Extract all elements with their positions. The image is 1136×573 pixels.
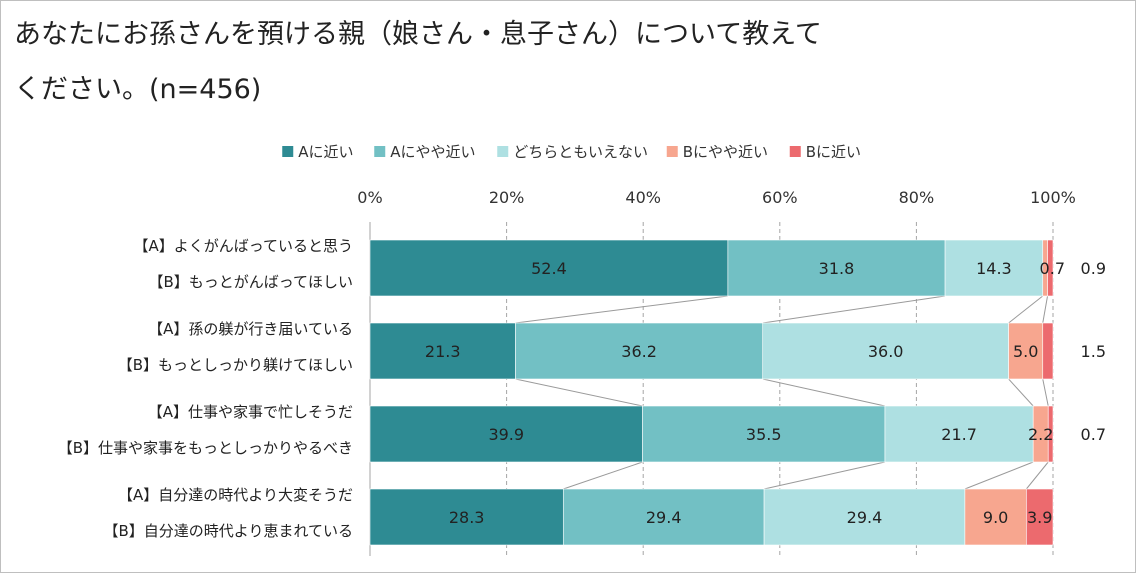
bar-segment-3-1: [369, 405, 643, 463]
bar-segment-4-4: [964, 488, 1027, 546]
legend-label-5: Bに近い: [806, 143, 861, 161]
data-label-1-3: 14.3: [976, 259, 1012, 278]
data-label-4-2: 29.4: [646, 508, 682, 527]
data-label-1-4: 0.7: [1040, 259, 1065, 278]
data-label-3-2: 35.5: [746, 425, 782, 444]
data-label-4-4: 9.0: [983, 508, 1008, 527]
bar-segment-3-3: [884, 405, 1034, 463]
x-tick-label-2: 40%: [625, 188, 661, 207]
series-line-3-3: [964, 461, 1034, 490]
chart-title-line-2: ください。(n=456): [14, 74, 262, 105]
legend-label-2: Aにやや近い: [390, 143, 475, 161]
data-label-3-3: 21.7: [941, 425, 977, 444]
legend-swatch-3: [497, 146, 509, 157]
data-label-2-2: 36.2: [621, 342, 657, 361]
bar-segment-3-5: [1047, 405, 1054, 463]
data-label-2-3: 36.0: [868, 342, 904, 361]
bar-segment-4-2: [562, 488, 765, 546]
series-line-2-1: [515, 378, 643, 407]
bar-segment-2-3: [762, 322, 1009, 380]
series-line-3-4: [1025, 461, 1049, 490]
legend-label-3: どちらともいえない: [513, 143, 648, 161]
category-label-2-b: 【B】もっとしっかり躾けてほしい: [118, 356, 353, 374]
category-label-2-a: 【A】孫の躾が行き届いている: [148, 320, 353, 338]
legend-swatch-1: [282, 146, 294, 157]
series-line-3-1: [563, 461, 643, 490]
category-label-3-a: 【A】仕事や家事で忙しそうだ: [148, 403, 353, 421]
legend-label-4: Bにやや近い: [683, 143, 768, 161]
chart-title-line-1: あなたにお孫さんを預ける親（娘さん・息子さん）について教えて: [14, 19, 822, 50]
bar-segment-2-5: [1042, 322, 1054, 380]
legend-swatch-4: [666, 146, 678, 157]
data-label-2-5: 1.5: [1081, 342, 1106, 361]
category-label-4-b: 【B】自分達の時代より恵まれている: [103, 522, 353, 540]
bar-segment-1-5: [1047, 239, 1054, 297]
series-line-2-2: [762, 378, 886, 407]
category-label-1-a: 【A】よくがんばっていると思う: [133, 237, 353, 255]
series-line-1-3: [1008, 295, 1044, 324]
category-label-4-a: 【A】自分達の時代より大変そうだ: [118, 486, 353, 504]
bar-segment-2-1: [369, 322, 516, 380]
data-label-4-1: 28.3: [449, 508, 485, 527]
x-tick-label-5: 100%: [1030, 188, 1076, 207]
x-tick-label-1: 20%: [489, 188, 525, 207]
bar-segment-2-2: [515, 322, 764, 380]
data-label-1-1: 52.4: [531, 259, 567, 278]
series-line-2-3: [1008, 378, 1034, 407]
series-line-1-1: [515, 295, 728, 324]
category-label-3-b: 【B】仕事や家事をもっとしっかりやるべき: [58, 439, 353, 457]
bar-segment-4-1: [369, 488, 564, 546]
data-label-2-4: 5.0: [1013, 342, 1038, 361]
series-line-1-4: [1042, 295, 1049, 324]
category-label-1-b: 【B】もっとがんばってほしい: [148, 273, 353, 291]
data-label-3-4: 2.2: [1028, 425, 1053, 444]
data-label-1-2: 31.8: [819, 259, 855, 278]
bar-segment-4-5: [1026, 488, 1054, 546]
data-label-4-5: 3.9: [1027, 508, 1052, 527]
legend-swatch-2: [374, 146, 386, 157]
bar-segment-2-4: [1008, 322, 1044, 380]
data-label-2-1: 21.3: [425, 342, 461, 361]
x-tick-label-3: 60%: [762, 188, 798, 207]
series-line-2-4: [1042, 378, 1049, 407]
series-line-3-2: [763, 461, 886, 490]
data-label-1-5: 0.9: [1081, 259, 1106, 278]
bar-segment-1-2: [727, 239, 946, 297]
x-tick-label-0: 0%: [357, 188, 382, 207]
bar-segment-1-1: [369, 239, 729, 297]
x-tick-label-4: 80%: [899, 188, 935, 207]
data-label-3-1: 39.9: [488, 425, 524, 444]
bar-segment-1-3: [944, 239, 1044, 297]
series-line-1-2: [762, 295, 946, 324]
bar-segment-3-2: [642, 405, 886, 463]
data-label-4-3: 29.4: [847, 508, 883, 527]
legend-swatch-5: [789, 146, 801, 157]
bar-segment-4-3: [763, 488, 966, 546]
legend-label-1: Aに近い: [298, 143, 353, 161]
data-label-3-5: 0.7: [1081, 425, 1106, 444]
